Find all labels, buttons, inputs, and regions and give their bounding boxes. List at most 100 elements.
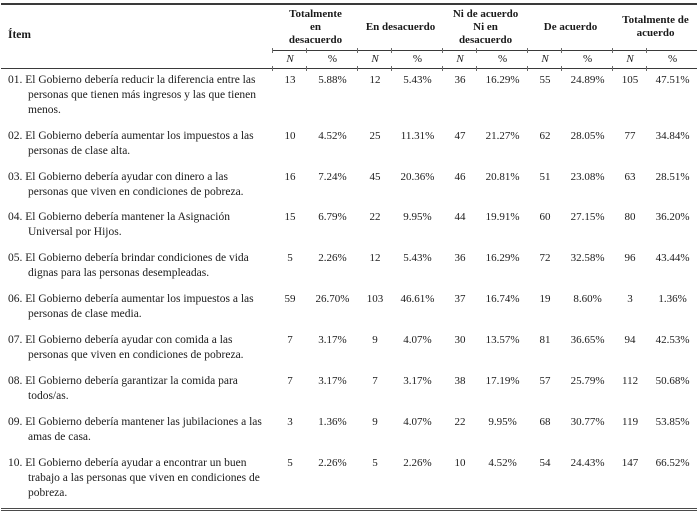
n-value: 7	[287, 374, 293, 387]
n-value: 3	[627, 293, 633, 306]
n-subheader: N	[357, 47, 393, 71]
pct-value: 24.43%	[570, 456, 605, 469]
pct-value: 4.52%	[488, 456, 517, 469]
n-value: 59	[284, 293, 296, 306]
item-statement: 07. El Gobierno debería ayudar con comid…	[8, 334, 244, 362]
n-value: 10	[454, 456, 466, 469]
table-row: 02. El Gobierno debería aumentar los imp…	[1, 125, 697, 166]
pct-value: 19.91%	[485, 211, 520, 224]
table-row: 08. El Gobierno debería garantizar la co…	[1, 370, 697, 411]
n-value: 22	[369, 211, 381, 224]
pct-value: 66.52%	[655, 456, 690, 469]
n-subheader: N	[527, 47, 563, 71]
pct-value: 23.08%	[570, 170, 605, 183]
column-group-disagree: En desacuerdo	[358, 4, 444, 51]
n-value: 37	[454, 293, 466, 306]
column-group-agree: De acuerdo	[528, 4, 614, 51]
item-statement: 08. El Gobierno debería garantizar la co…	[8, 374, 238, 402]
n-value: 45	[369, 170, 381, 183]
n-value: 19	[539, 293, 551, 306]
table-row: 10. El Gobierno debería ayudar a encontr…	[1, 452, 697, 509]
n-value: 105	[621, 73, 639, 86]
n-value: 3	[287, 415, 293, 428]
item-statement: 10. El Gobierno debería ayudar a encontr…	[8, 456, 260, 499]
item-column-header: Ítem	[1, 4, 273, 69]
pct-value: 20.81%	[485, 170, 520, 183]
column-group-totally-disagree: Totalmente en desacuerdo	[273, 4, 359, 51]
pct-value: 16.29%	[485, 252, 520, 265]
pct-value: 3.17%	[318, 374, 347, 387]
pct-value: 30.77%	[570, 415, 605, 428]
pct-value: 13.57%	[485, 334, 520, 347]
pct-value: 5.43%	[403, 252, 432, 265]
n-value: 16	[284, 170, 296, 183]
n-value: 13	[284, 73, 296, 86]
item-statement: 05. El Gobierno debería brindar condicio…	[8, 252, 249, 280]
n-value: 54	[539, 456, 551, 469]
n-value: 5	[287, 456, 293, 469]
pct-value: 16.29%	[485, 73, 520, 86]
n-value: 81	[539, 334, 551, 347]
pct-value: 53.85%	[655, 415, 690, 428]
n-value: 96	[624, 252, 636, 265]
pct-value: 7.24%	[318, 170, 347, 183]
n-value: 62	[539, 129, 551, 142]
table-row: 09. El Gobierno debería mantener las jub…	[1, 411, 697, 452]
n-value: 7	[287, 334, 293, 347]
n-value: 57	[539, 374, 551, 387]
pct-value: 16.74%	[485, 293, 520, 306]
table-body: 01. El Gobierno debería reducir la difer…	[1, 68, 697, 509]
pct-value: 25.79%	[570, 374, 605, 387]
table-row: 05. El Gobierno debería brindar condicio…	[1, 247, 697, 288]
item-statement: 01. El Gobierno debería reducir la difer…	[8, 73, 257, 116]
pct-value: 9.95%	[403, 211, 432, 224]
n-value: 10	[284, 129, 296, 142]
pct-value: 2.26%	[403, 456, 432, 469]
pct-value: 4.07%	[403, 334, 432, 347]
pct-value: 50.68%	[655, 374, 690, 387]
n-value: 72	[539, 252, 551, 265]
n-value: 112	[621, 374, 639, 387]
pct-value: 3.17%	[403, 374, 432, 387]
pct-value: 26.70%	[315, 293, 350, 306]
likert-results-table: Ítem Totalmente en desacuerdo En desacue…	[1, 3, 697, 511]
pct-subheader: %	[305, 47, 359, 71]
pct-value: 5.43%	[403, 73, 432, 86]
n-value: 38	[454, 374, 466, 387]
n-value: 60	[539, 211, 551, 224]
table-row: 06. El Gobierno debería aumentar los imp…	[1, 288, 697, 329]
group-header-row: Ítem Totalmente en desacuerdo En desacue…	[1, 4, 697, 69]
item-statement: 09. El Gobierno debería mantener las jub…	[8, 415, 262, 443]
pct-value: 1.36%	[658, 293, 687, 306]
pct-value: 28.05%	[570, 129, 605, 142]
table-row: 07. El Gobierno debería ayudar con comid…	[1, 329, 697, 370]
table-row: 01. El Gobierno debería reducir la difer…	[1, 68, 697, 124]
pct-value: 5.88%	[318, 73, 347, 86]
pct-subheader: %	[391, 47, 444, 71]
pct-value: 1.36%	[318, 415, 347, 428]
n-value: 68	[539, 415, 551, 428]
pct-value: 9.95%	[488, 415, 517, 428]
pct-subheader: %	[476, 47, 529, 71]
n-value: 9	[372, 334, 378, 347]
n-value: 94	[624, 334, 636, 347]
pct-value: 24.89%	[570, 73, 605, 86]
pct-value: 4.52%	[318, 129, 347, 142]
n-value: 9	[372, 415, 378, 428]
pct-value: 17.19%	[485, 374, 520, 387]
n-value: 36	[454, 73, 466, 86]
pct-value: 21.27%	[485, 129, 520, 142]
pct-value: 2.26%	[318, 252, 347, 265]
n-value: 119	[621, 415, 639, 428]
table-header: Ítem Totalmente en desacuerdo En desacue…	[1, 4, 697, 71]
pct-value: 3.17%	[318, 334, 347, 347]
pct-value: 4.07%	[403, 415, 432, 428]
item-statement: 06. El Gobierno debería aumentar los imp…	[8, 293, 254, 321]
n-value: 77	[624, 129, 636, 142]
subheader-row: N % N % N % N % N %	[1, 47, 697, 71]
column-group-neutral: Ni de acuerdo Ni en desacuerdo	[443, 4, 529, 51]
n-value: 46	[454, 170, 466, 183]
pct-value: 36.65%	[570, 334, 605, 347]
item-statement: 03. El Gobierno debería ayudar con diner…	[8, 170, 244, 198]
